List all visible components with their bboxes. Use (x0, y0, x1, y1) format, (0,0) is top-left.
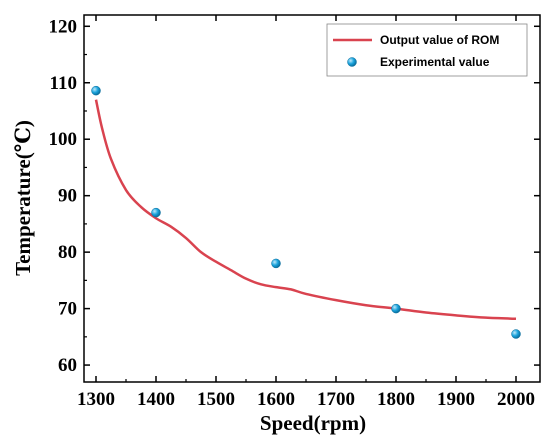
y-tick-label: 70 (58, 299, 77, 320)
y-tick-label: 60 (58, 355, 77, 376)
x-tick-label: 2000 (497, 389, 535, 410)
legend-label-experimental: Experimental value (380, 55, 490, 69)
legend-label-rom: Output value of ROM (380, 33, 499, 47)
scatter-point-experimental (391, 303, 401, 314)
series-layer (91, 85, 521, 339)
legend-marker-swatch (347, 57, 357, 67)
axis-ticks (84, 15, 540, 382)
legend-box (326, 23, 528, 77)
x-tick-label: 1300 (77, 389, 115, 410)
y-tick-label: 90 (58, 186, 77, 207)
x-tick-labels: 1300 1400 1500 1600 1700 1800 1900 2000 (77, 389, 535, 410)
series-line-rom (94, 99, 517, 321)
x-tick-label: 1400 (137, 389, 175, 410)
scatter-point-experimental (91, 85, 101, 96)
x-tick-label: 1500 (197, 389, 235, 410)
y-tick-labels: 60 70 80 90 100 110 120 (49, 16, 78, 376)
y-axis-title: Temperature(℃) (11, 120, 35, 276)
x-tick-label: 1800 (377, 389, 415, 410)
y-tick-label: 100 (49, 129, 78, 150)
x-tick-label: 1600 (257, 389, 295, 410)
x-tick-label: 1900 (437, 389, 475, 410)
y-tick-label: 80 (58, 242, 77, 263)
scatter-point-experimental (271, 258, 281, 269)
x-tick-label: 1700 (317, 389, 355, 410)
scatter-point-experimental (151, 207, 161, 218)
x-axis-title: Speed(rpm) (260, 411, 366, 435)
y-tick-label: 110 (50, 73, 77, 94)
scatter-point-experimental (511, 329, 521, 339)
y-tick-label: 120 (49, 16, 78, 37)
legend: Output value of ROM Experimental value (326, 23, 528, 77)
